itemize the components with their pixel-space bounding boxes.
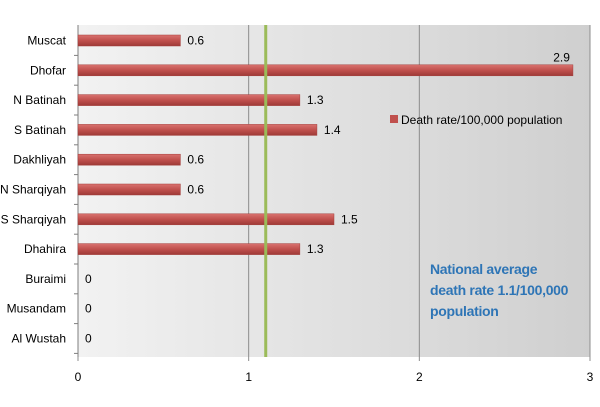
category-label: Al Wustah (12, 332, 66, 346)
value-label: 1.5 (341, 212, 358, 226)
value-label: 0.6 (187, 153, 204, 167)
annotation-line-3: population (430, 303, 499, 319)
value-labels: 0.6 2.9 1.3 1.4 0.6 0.6 1.5 1.3 0 0 0 (85, 34, 570, 346)
grid-lines (74, 25, 591, 361)
category-label: Musandam (7, 302, 66, 316)
category-label: N Sharqiyah (0, 183, 66, 197)
value-label: 0 (85, 302, 92, 316)
value-label: 0.6 (187, 34, 204, 48)
bars-group (77, 34, 574, 255)
category-label: Muscat (27, 34, 66, 48)
legend-label: Death rate/100,000 population (401, 113, 562, 127)
x-tick-label: 2 (416, 370, 423, 384)
bar (77, 213, 335, 226)
category-label: S Batinah (14, 123, 66, 137)
legend: Death rate/100,000 population (390, 113, 562, 127)
bar (77, 34, 181, 47)
value-label: 0 (85, 332, 92, 346)
bar (77, 183, 181, 196)
x-tick-label: 1 (245, 370, 252, 384)
value-label: 1.3 (307, 93, 324, 107)
category-label: S Sharqiyah (1, 212, 66, 226)
value-label: 0 (85, 272, 92, 286)
national-average-annotation: National average death rate 1.1/100,000 … (430, 259, 590, 322)
bar (77, 243, 301, 255)
category-label: Dhahira (24, 242, 66, 256)
legend-swatch (390, 115, 398, 123)
category-label: N Batinah (13, 93, 66, 107)
value-label: 2.9 (553, 50, 570, 64)
value-label: 1.4 (324, 123, 341, 137)
annotation-line-1: National average (430, 261, 538, 277)
category-label: Dhofar (30, 63, 66, 77)
annotation-line-2: death rate 1.1/100,000 (430, 282, 569, 298)
value-label: 1.3 (307, 242, 324, 256)
bar (77, 64, 574, 77)
x-tick-label: 3 (587, 370, 594, 384)
bar (77, 153, 181, 166)
bar (77, 94, 301, 106)
x-tick-label: 0 (75, 370, 82, 384)
bar (77, 124, 318, 136)
value-label: 0.6 (187, 183, 204, 197)
category-label: Dakhliyah (13, 153, 66, 167)
x-tick-labels: 0 1 2 3 (75, 370, 594, 384)
category-labels: Muscat Dhofar N Batinah S Batinah Dakhliyah N… (0, 34, 67, 346)
category-label: Buraimi (25, 272, 66, 286)
